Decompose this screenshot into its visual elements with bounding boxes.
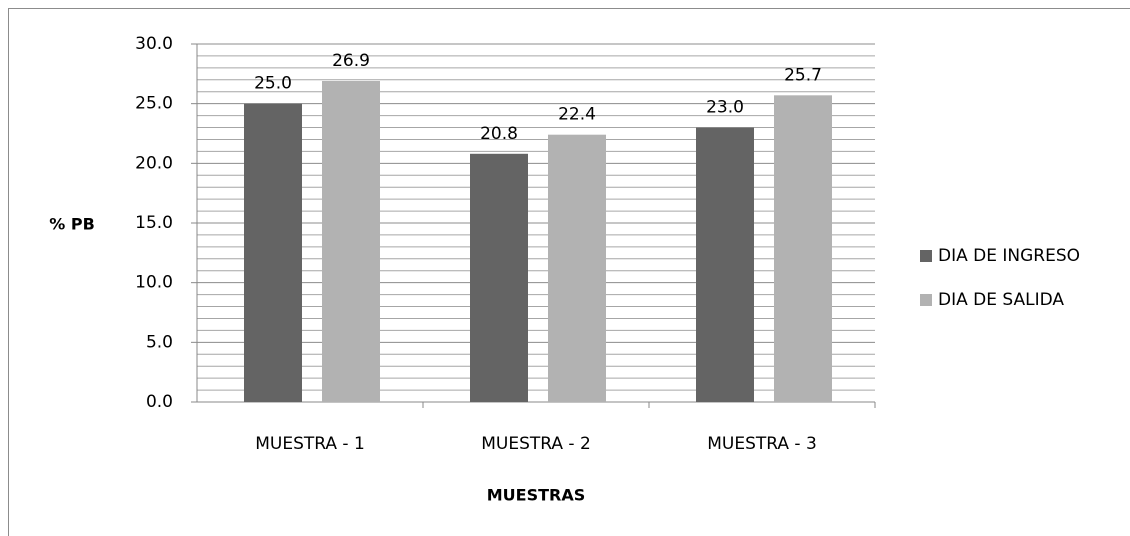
y-tick-label: 15.0 [135, 213, 173, 233]
bar [774, 95, 832, 403]
chart-border [8, 8, 1130, 536]
value-label: 22.4 [558, 105, 596, 125]
legend-label: DIA DE SALIDA [938, 290, 1064, 310]
y-tick-label: 20.0 [135, 153, 173, 173]
bar [470, 153, 528, 402]
bar [244, 103, 302, 403]
bar [696, 127, 754, 403]
y-axis-label: % PB [49, 215, 95, 234]
y-tick-label: 25.0 [135, 94, 173, 114]
bar [322, 80, 380, 402]
value-label: 25.7 [784, 65, 822, 85]
y-tick-label: 10.0 [135, 273, 173, 293]
legend-swatch [920, 294, 932, 306]
legend-label: DIA DE INGRESO [938, 246, 1080, 266]
value-label: 26.9 [332, 51, 370, 71]
x-tick-label: MUESTRA - 1 [255, 434, 365, 454]
x-tick-label: MUESTRA - 3 [707, 434, 817, 454]
legend-swatch [920, 250, 932, 262]
x-axis-label: MUESTRAS [487, 486, 586, 505]
y-tick-label: 30.0 [135, 34, 173, 54]
value-label: 20.8 [480, 124, 518, 144]
y-tick-label: 0.0 [146, 392, 173, 412]
x-tick-label: MUESTRA - 2 [481, 434, 591, 454]
value-label: 23.0 [706, 98, 744, 118]
y-tick-label: 5.0 [146, 332, 173, 352]
bar [548, 134, 606, 402]
value-label: 25.0 [254, 74, 292, 94]
